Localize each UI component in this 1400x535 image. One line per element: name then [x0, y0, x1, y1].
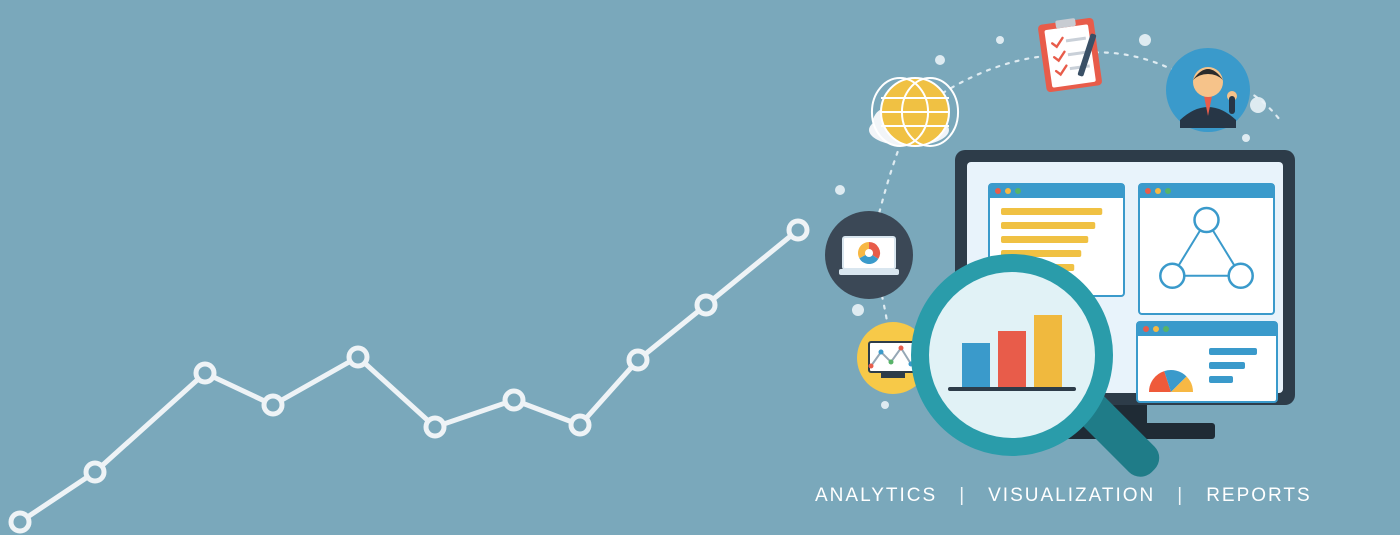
caption-separator: |: [1177, 485, 1184, 507]
clipboard-icon: [1038, 17, 1103, 92]
hero-canvas: [0, 0, 1400, 535]
caption-visualization: VISUALIZATION: [988, 485, 1155, 507]
person-icon: [1166, 48, 1250, 132]
caption-analytics: ANALYTICS: [815, 485, 937, 507]
laptop-pie-icon: [825, 211, 913, 299]
caption-reports: REPORTS: [1206, 485, 1312, 507]
caption-row: ANALYTICS | VISUALIZATION | REPORTS: [815, 485, 1312, 507]
caption-separator: |: [959, 485, 966, 507]
